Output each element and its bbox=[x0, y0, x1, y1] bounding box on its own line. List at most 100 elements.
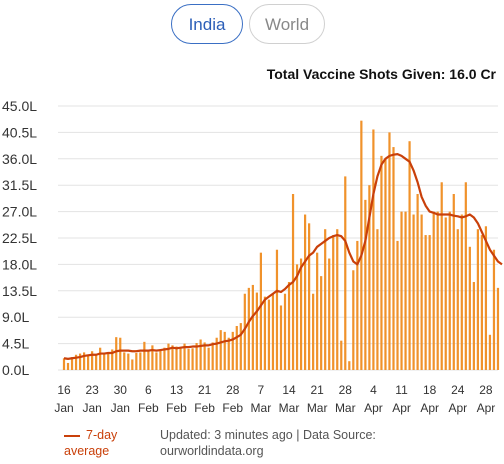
x-tick-day: 11 bbox=[395, 383, 408, 397]
x-tick-month: Jan bbox=[54, 401, 73, 415]
bar bbox=[191, 348, 194, 370]
legend-label: 7-day bbox=[86, 428, 118, 442]
x-tick-month: Apr bbox=[420, 401, 439, 415]
bar bbox=[320, 276, 323, 370]
bar bbox=[119, 337, 122, 370]
bar bbox=[215, 337, 218, 370]
x-axis: 16 Jan 23 Jan 30 Jan 6 Feb 13 Feb 21 Feb 28 Feb 7 Mar 14… bbox=[54, 383, 495, 415]
bar bbox=[308, 223, 311, 370]
y-tick-label: 22.5L bbox=[2, 230, 37, 246]
bar bbox=[247, 287, 250, 370]
bar bbox=[324, 229, 327, 370]
x-tick-month: Feb bbox=[194, 401, 215, 415]
bar bbox=[468, 246, 471, 370]
bar bbox=[456, 229, 459, 370]
bar bbox=[492, 249, 496, 370]
bar bbox=[147, 350, 150, 370]
bar bbox=[444, 217, 447, 370]
bar bbox=[464, 182, 467, 370]
tab-world[interactable]: World bbox=[249, 4, 325, 44]
y-tick-label: 0.0L bbox=[2, 362, 29, 378]
bar bbox=[163, 347, 166, 370]
bar bbox=[175, 346, 178, 370]
source-link[interactable]: ourworldindata.org bbox=[160, 444, 264, 458]
x-tick-month: Feb bbox=[166, 401, 187, 415]
tab-india[interactable]: India bbox=[171, 4, 243, 44]
average-line bbox=[63, 153, 503, 360]
bar bbox=[287, 282, 291, 370]
bar bbox=[332, 235, 335, 370]
bar bbox=[420, 214, 423, 370]
bar bbox=[476, 229, 479, 370]
vaccination-chart: 0.0L 4.5L 9.0L 13.5L 18.0L 22.5L 27.0L 31.5L 36.… bbox=[2, 98, 503, 415]
bar bbox=[255, 292, 258, 370]
bar bbox=[400, 211, 403, 370]
x-tick-day: 21 bbox=[198, 383, 212, 397]
x-tick-month: Apr bbox=[392, 401, 411, 415]
y-tick-label: 45.0L bbox=[2, 98, 37, 114]
bar bbox=[283, 293, 287, 370]
x-tick-day: 6 bbox=[145, 383, 152, 397]
bar bbox=[167, 343, 170, 370]
bar bbox=[211, 342, 214, 370]
bar bbox=[424, 235, 427, 370]
x-tick-month: Mar bbox=[279, 401, 300, 415]
bar bbox=[115, 337, 118, 370]
x-tick-month: Feb bbox=[138, 401, 159, 415]
y-tick-label: 27.0L bbox=[2, 204, 37, 220]
bar bbox=[223, 331, 226, 370]
bar bbox=[384, 158, 387, 370]
x-tick-month: Jan bbox=[111, 401, 130, 415]
bar bbox=[70, 357, 74, 370]
x-tick-day: 28 bbox=[479, 383, 493, 397]
bar bbox=[259, 252, 262, 370]
bar bbox=[74, 354, 78, 370]
x-tick-day: 28 bbox=[339, 383, 353, 397]
x-tick-month: Apr bbox=[448, 401, 467, 415]
bar bbox=[267, 299, 271, 370]
bar bbox=[392, 147, 395, 370]
bar bbox=[159, 349, 162, 370]
bar bbox=[316, 252, 319, 370]
bar bbox=[271, 293, 275, 370]
updated-info: Updated: 3 minutes ago | Data Source: bbox=[160, 424, 376, 446]
bar bbox=[340, 340, 343, 370]
bar bbox=[312, 293, 315, 370]
bar bbox=[428, 235, 431, 370]
region-tabs: India World bbox=[0, 4, 504, 46]
bar bbox=[396, 240, 399, 370]
y-axis: 0.0L 4.5L 9.0L 13.5L 18.0L 22.5L 27.0L 31.5L 36.… bbox=[2, 98, 37, 378]
legend-line-swatch bbox=[64, 434, 80, 437]
bar bbox=[388, 132, 391, 370]
bar bbox=[480, 235, 483, 370]
bar bbox=[460, 214, 463, 370]
x-tick-day: 13 bbox=[170, 383, 184, 397]
bar bbox=[103, 354, 106, 370]
chart-title: Total Vaccine Shots Given: 16.0 Cr bbox=[266, 66, 496, 82]
bar bbox=[263, 296, 267, 370]
bar bbox=[356, 240, 359, 370]
x-tick-month: Mar bbox=[335, 401, 356, 415]
bar bbox=[279, 305, 283, 370]
bar bbox=[448, 211, 451, 370]
bar bbox=[239, 323, 242, 370]
legend-label-cont: average bbox=[64, 444, 110, 458]
bar bbox=[380, 155, 383, 370]
x-tick-month: Mar bbox=[307, 401, 328, 415]
bar bbox=[352, 270, 355, 370]
bar bbox=[155, 352, 158, 370]
x-tick-day: 23 bbox=[85, 383, 99, 397]
x-tick-day: 14 bbox=[282, 383, 296, 397]
bar bbox=[295, 264, 299, 370]
y-tick-label: 13.5L bbox=[2, 283, 37, 299]
y-tick-label: 36.0L bbox=[2, 151, 37, 167]
bar bbox=[187, 348, 190, 370]
bar bbox=[484, 226, 488, 370]
x-tick-day: 28 bbox=[226, 383, 240, 397]
bar bbox=[376, 229, 379, 370]
bar bbox=[372, 129, 375, 370]
bar bbox=[107, 352, 110, 370]
bar bbox=[131, 359, 134, 370]
y-tick-label: 4.5L bbox=[2, 336, 29, 352]
bar bbox=[111, 349, 114, 370]
